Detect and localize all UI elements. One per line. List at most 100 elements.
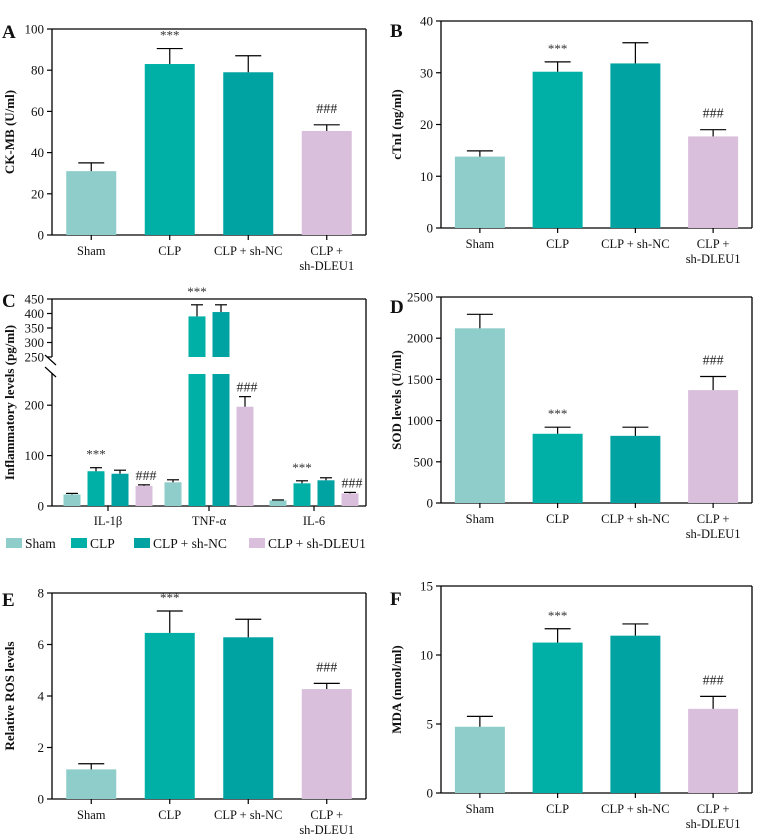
legend-label: CLP + sh-NC — [153, 536, 227, 551]
bar-upper-segment — [188, 316, 206, 357]
y-tick-label: 6 — [38, 637, 45, 652]
x-tick-label: CLP + sh-NC — [214, 244, 282, 258]
bar — [454, 328, 505, 503]
panel-letter: C — [2, 291, 16, 312]
significance-hash: ### — [703, 354, 724, 369]
x-tick-label: CLP + — [697, 237, 730, 251]
y-tick-label: 40 — [31, 145, 44, 160]
y-tick-label: 20 — [31, 186, 44, 201]
y-tick-label: 4 — [38, 689, 45, 704]
y-axis-title: Inflammatory levels (pg/ml) — [2, 325, 17, 480]
x-tick-label: sh-DLEU1 — [686, 252, 741, 266]
panel-letter: A — [2, 22, 16, 43]
y-tick-label: 20 — [420, 117, 433, 132]
y-tick-label: 100 — [25, 22, 45, 37]
x-tick-label: sh-DLEU1 — [686, 817, 741, 831]
axis-break-mark — [44, 366, 57, 378]
y-tick-label: 450 — [25, 292, 45, 307]
panel-letter: B — [390, 21, 403, 42]
significance-hash: ### — [237, 381, 258, 396]
x-tick-label: Sham — [466, 512, 495, 526]
bar — [532, 71, 583, 228]
x-tick-label: Sham — [466, 802, 495, 816]
bar — [269, 500, 287, 506]
panel-letter: E — [2, 590, 15, 611]
bar — [301, 689, 352, 799]
x-tick-label: CLP + — [697, 802, 730, 816]
y-tick-label: 300 — [25, 335, 45, 350]
bar — [610, 435, 661, 503]
y-tick-label: 0 — [38, 792, 45, 807]
legend-swatch — [71, 538, 87, 548]
y-axis-title: CK-MB (U/ml) — [2, 90, 17, 174]
bar — [317, 480, 335, 506]
x-tick-label: CLP — [546, 237, 569, 251]
x-tick-label: CLP + sh-NC — [601, 512, 669, 526]
panel-e: E Relative ROS levels 0 2 4 6 8 Sham CLP *** CLP +… — [2, 586, 367, 835]
significance-stars: *** — [160, 590, 180, 605]
x-tick-label: TNF-α — [192, 514, 227, 528]
legend-label: CLP — [90, 536, 115, 551]
panel-letter: F — [390, 589, 402, 610]
y-tick-label: 2000 — [407, 331, 433, 346]
x-tick-label: Sham — [466, 237, 495, 251]
y-tick-label: 2 — [38, 740, 45, 755]
y-axis-title: SOD levels (U/ml) — [389, 350, 404, 450]
bar — [293, 483, 311, 506]
y-tick-label: 0 — [38, 499, 45, 514]
y-tick-label: 350 — [25, 321, 45, 336]
y-tick-label: 0 — [427, 221, 434, 236]
y-tick-label: 1000 — [407, 413, 433, 428]
bar — [688, 390, 739, 503]
bar — [341, 493, 359, 506]
bar — [66, 171, 117, 235]
bar — [111, 473, 129, 506]
bar-upper-segment — [212, 312, 230, 357]
y-tick-label: 60 — [31, 104, 44, 119]
bar — [164, 482, 182, 506]
y-tick-label: 8 — [38, 586, 45, 601]
bar — [87, 471, 105, 506]
significance-stars: *** — [548, 406, 568, 421]
significance-stars: *** — [548, 608, 568, 623]
bar — [532, 433, 583, 503]
bar — [66, 769, 117, 799]
bar — [223, 72, 274, 235]
significance-stars: *** — [548, 41, 568, 56]
x-tick-label: CLP — [158, 808, 181, 822]
y-tick-label: 10 — [420, 169, 433, 184]
y-tick-label: 5 — [427, 717, 434, 732]
y-tick-label: 10 — [420, 648, 433, 663]
x-tick-label: IL-6 — [303, 514, 325, 528]
x-tick-label: sh-DLEU1 — [299, 823, 354, 835]
x-tick-label: CLP — [158, 244, 181, 258]
legend: Sham CLP CLP + sh-NC CLP + sh-DLEU1 — [6, 536, 366, 551]
significance-hash: ### — [703, 107, 724, 122]
y-tick-label: 400 — [25, 306, 45, 321]
y-tick-label: 0 — [427, 786, 434, 801]
significance-stars: *** — [292, 460, 312, 475]
significance-hash: ### — [703, 673, 724, 688]
bar-lower-segment — [212, 374, 230, 506]
bar — [144, 632, 195, 799]
bar — [532, 642, 583, 793]
x-tick-label: CLP + sh-NC — [601, 237, 669, 251]
bar — [454, 726, 505, 793]
y-axis-title: MDA (nmol/ml) — [389, 645, 404, 733]
legend-label: CLP + sh-DLEU1 — [268, 536, 366, 551]
legend-swatch — [249, 538, 265, 548]
x-tick-label: Sham — [77, 244, 106, 258]
x-tick-label: sh-DLEU1 — [686, 527, 741, 541]
y-tick-label: 100 — [25, 448, 45, 463]
legend-label: Sham — [25, 536, 56, 551]
significance-hash: ### — [316, 102, 337, 117]
y-tick-label: 30 — [420, 65, 433, 80]
bar-lower-segment — [188, 374, 206, 506]
y-tick-label: 500 — [414, 454, 434, 469]
panel-letter: D — [390, 297, 404, 318]
panel-d: D SOD levels (U/ml) 0 500 1000 1500 2000 2500 Sh… — [389, 290, 753, 541]
x-tick-label: CLP + — [697, 512, 730, 526]
bar — [610, 63, 661, 229]
panel-c: C Inflammatory levels (pg/ml) 0 100 200 25030… — [2, 284, 367, 551]
